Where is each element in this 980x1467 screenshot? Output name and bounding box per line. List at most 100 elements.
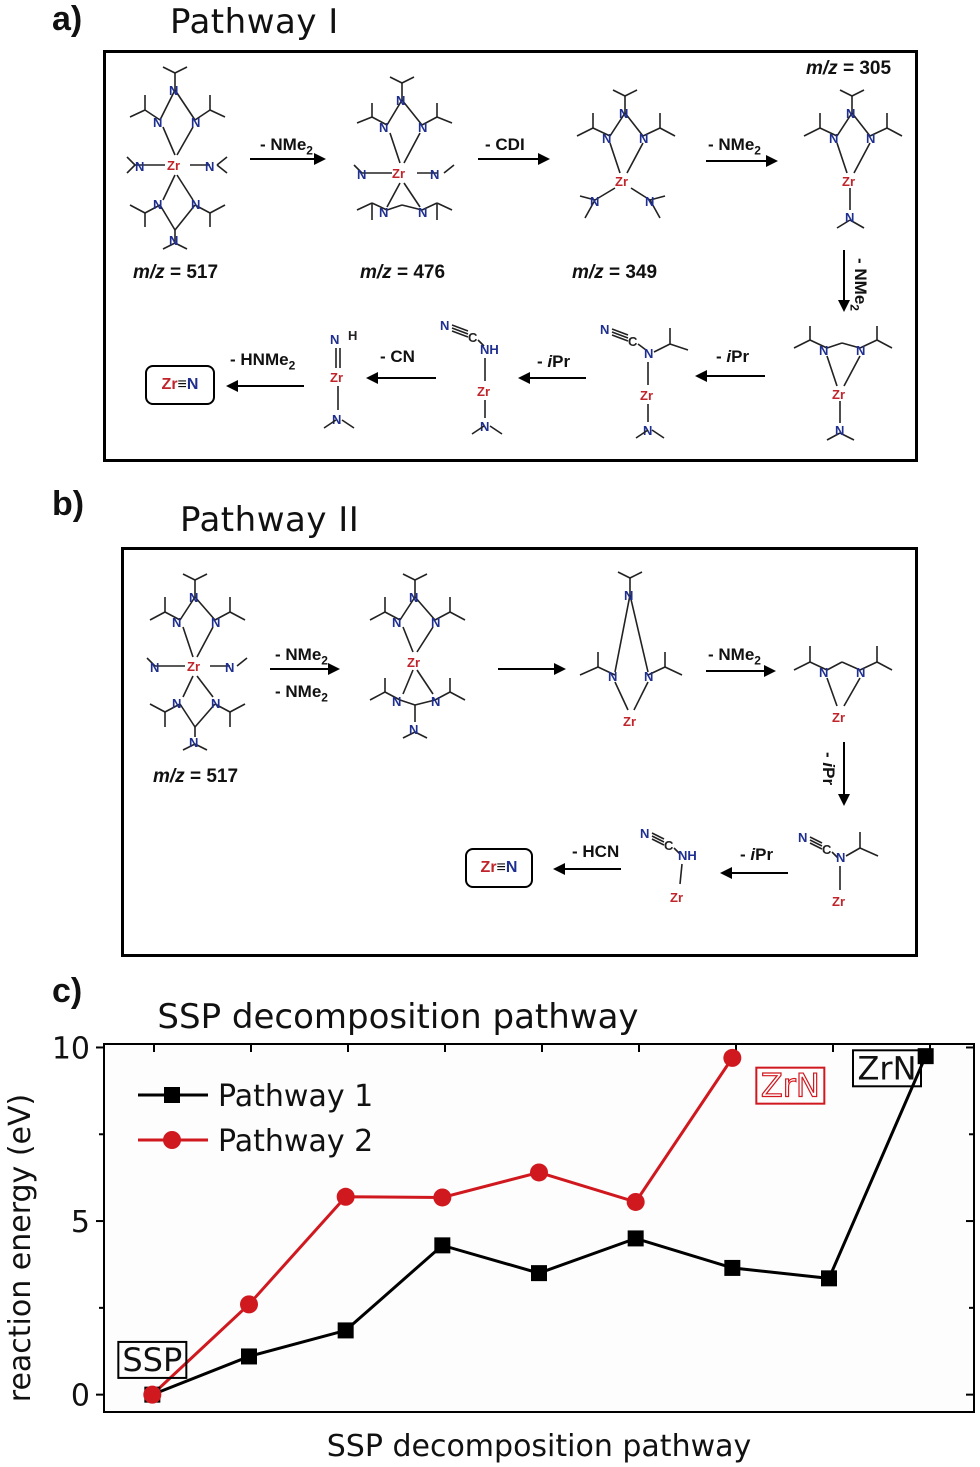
svg-text:N: N — [153, 115, 162, 130]
step-a5-arrow — [695, 370, 765, 382]
svg-text:H: H — [348, 328, 357, 343]
y-tick-label: 0 — [71, 1379, 90, 1414]
legend-marker-1 — [164, 1087, 180, 1103]
zrn-product-b: Zr ≡ N — [465, 848, 533, 888]
svg-text:NH: NH — [678, 848, 697, 863]
step-a3-arrow — [706, 155, 778, 167]
molecule-b5-zr-fragment: N C N Zr — [798, 830, 879, 909]
svg-text:N: N — [440, 318, 449, 333]
zrn-product-a-zr: Zr — [161, 376, 178, 393]
svg-text:C: C — [468, 330, 478, 345]
svg-text:C: C — [664, 838, 674, 853]
molecule-a6-zr-fragment: N C N Zr N — [600, 322, 689, 439]
svg-text:N: N — [409, 590, 418, 605]
step-a1-label: - NMe2 — [260, 135, 313, 158]
svg-text:N: N — [189, 590, 198, 605]
svg-text:N: N — [418, 120, 427, 135]
zrn-product-b-bond: ≡ — [496, 859, 506, 876]
step-a8-label: - HNMe2 — [230, 350, 296, 373]
step-a4-arrow — [838, 250, 850, 312]
svg-text:N: N — [645, 194, 654, 209]
svg-text:N: N — [798, 830, 807, 845]
molecule-b4-zr-fragment: N N Zr — [793, 646, 893, 725]
step-a2-arrow — [478, 153, 550, 165]
zrn-product-a-n: N — [186, 376, 199, 393]
svg-text:N: N — [153, 197, 162, 212]
step-b5-arrow — [720, 867, 788, 879]
svg-text:N: N — [135, 159, 144, 174]
svg-text:N: N — [819, 343, 828, 358]
mz-label-349: m/z = 349 — [572, 262, 658, 283]
annotation-box-2 — [755, 1066, 826, 1105]
legend-marker-2 — [163, 1131, 181, 1149]
svg-text:N: N — [608, 669, 617, 684]
svg-text:N: N — [150, 660, 159, 675]
svg-text:N: N — [330, 332, 339, 347]
svg-text:Zr: Zr — [623, 714, 636, 729]
molecule-a3-zr-complex: NN N ZrN N — [576, 89, 676, 219]
pathway-1-frame — [103, 50, 918, 462]
step-b6-arrow — [553, 863, 621, 875]
svg-text:N: N — [379, 120, 388, 135]
panel-c-letter: c) — [52, 972, 83, 1010]
pathway-1-point — [337, 1322, 354, 1339]
svg-text:N: N — [836, 850, 845, 865]
step-b3-label: - NMe2 — [708, 645, 761, 668]
pathway-1-point — [241, 1348, 257, 1365]
svg-text:Zr: Zr — [477, 384, 490, 399]
svg-text:N: N — [856, 665, 865, 680]
svg-text:N: N — [624, 588, 633, 603]
step-b1-arrow — [270, 663, 340, 675]
zrn-product-a-bond: ≡ — [177, 376, 187, 393]
panel-b-letter: b) — [52, 485, 85, 523]
step-a8-arrow — [226, 380, 304, 392]
svg-text:N: N — [172, 615, 181, 630]
svg-text:N: N — [644, 669, 653, 684]
svg-text:N: N — [169, 83, 178, 98]
svg-text:Zr: Zr — [832, 894, 845, 909]
svg-text:N: N — [211, 696, 220, 711]
step-a6-arrow — [518, 372, 586, 384]
molecule-a4-zr-complex: NN N ZrN — [803, 89, 903, 229]
svg-text:Zr: Zr — [832, 387, 845, 402]
step-b4-label: - iPr — [819, 752, 838, 786]
pathway-2-point — [240, 1295, 258, 1314]
molecule-a5-zr-complex: N N Zr N — [793, 326, 893, 441]
svg-text:N: N — [332, 412, 341, 427]
svg-text:N: N — [639, 131, 648, 146]
pathway-1-point — [531, 1265, 547, 1282]
molecule-a1-zr-complex: N N N Zr N N N N N — [126, 66, 228, 250]
svg-text:N: N — [357, 167, 366, 182]
svg-text:N: N — [418, 205, 427, 220]
svg-text:N: N — [379, 205, 388, 220]
y-tick-label: 10 — [52, 1031, 90, 1066]
molecule-a7-zr-fragment: N C NH Zr N — [440, 318, 503, 435]
svg-text:N: N — [225, 660, 234, 675]
svg-text:N: N — [172, 696, 181, 711]
pathway-2-point — [530, 1163, 548, 1182]
y-tick-label: 5 — [71, 1205, 90, 1240]
step-b6-label: - HCN — [572, 842, 620, 861]
step-a5-label: - iPr — [716, 347, 750, 366]
svg-text:N: N — [431, 615, 440, 630]
svg-text:N: N — [845, 210, 854, 225]
pathway-2-point — [626, 1192, 645, 1211]
svg-text:N: N — [600, 322, 609, 337]
svg-text:N: N — [640, 826, 649, 841]
svg-text:N: N — [431, 694, 440, 709]
legend-label-2: Pathway 2 — [218, 1124, 373, 1159]
svg-text:C: C — [822, 842, 832, 857]
step-a7-label: - CN — [380, 347, 415, 366]
pathway-2-title: Pathway II — [180, 500, 360, 540]
annotation-text-2: ZrN — [761, 1067, 820, 1105]
svg-text:N: N — [392, 615, 401, 630]
annotation-box-3 — [852, 1049, 922, 1088]
svg-text:Zr: Zr — [330, 370, 343, 385]
mz-label-517: m/z = 517 — [133, 262, 219, 283]
svg-text:N: N — [189, 735, 198, 750]
svg-text:N: N — [430, 167, 439, 182]
step-a2-label: - CDI — [485, 135, 525, 154]
step-b3-arrow — [706, 665, 776, 677]
svg-text:Zr: Zr — [392, 166, 405, 181]
